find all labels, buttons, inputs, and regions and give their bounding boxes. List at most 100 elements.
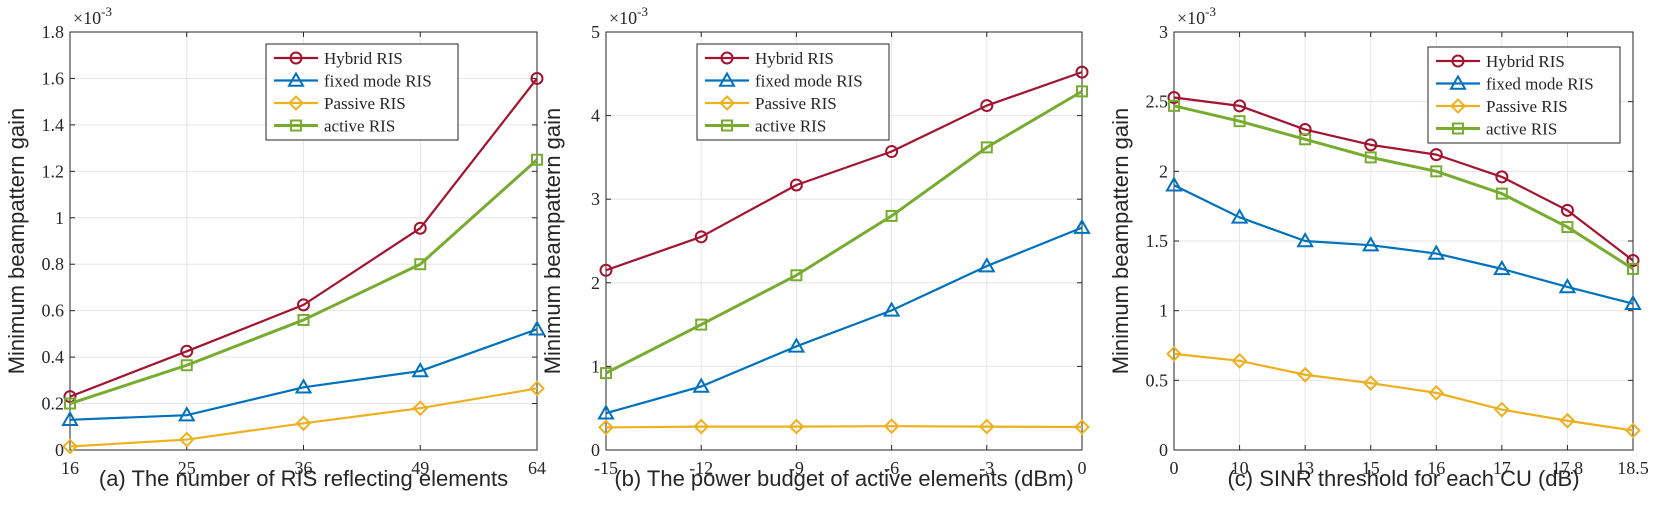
legend-label: Hybrid RIS bbox=[755, 49, 834, 68]
data-point bbox=[978, 257, 996, 273]
data-point bbox=[1361, 236, 1380, 252]
data-point bbox=[1231, 352, 1248, 369]
legend-label: active RIS bbox=[755, 117, 826, 136]
series-hybrid-ris bbox=[63, 71, 544, 404]
y-tick-label: 1.2 bbox=[42, 161, 65, 181]
y-tick-label: 5 bbox=[591, 22, 600, 42]
legend-marker bbox=[1450, 98, 1466, 114]
data-point bbox=[1167, 90, 1181, 104]
data-point bbox=[1627, 262, 1639, 275]
data-point bbox=[599, 263, 613, 277]
x-tick-label: 16 bbox=[1427, 458, 1445, 478]
series-line bbox=[1173, 184, 1634, 305]
data-point bbox=[882, 301, 901, 317]
data-point bbox=[1427, 244, 1446, 260]
data-point bbox=[598, 419, 614, 436]
data-point bbox=[1429, 148, 1443, 162]
series-active-ris bbox=[64, 153, 543, 410]
data-point bbox=[693, 418, 710, 435]
data-point bbox=[297, 298, 310, 312]
data-point bbox=[1299, 133, 1312, 146]
series-line bbox=[605, 425, 1083, 429]
legend-label: fixed mode RIS bbox=[755, 72, 863, 91]
data-point bbox=[64, 397, 76, 410]
data-point bbox=[414, 258, 427, 271]
legend: Hybrid RIS fixed mode RIS Passive RIS activ… bbox=[1427, 46, 1621, 144]
data-point bbox=[1233, 99, 1247, 113]
y-tick-label: 3 bbox=[591, 189, 600, 209]
series-fixed-mode-ris bbox=[597, 218, 1091, 420]
y-tick-label: 2 bbox=[1159, 161, 1168, 181]
y-exponent-label: ×10-3 bbox=[1177, 4, 1216, 28]
series-line bbox=[69, 387, 538, 448]
y-axis-label: Minimum beampattern gain bbox=[1108, 108, 1133, 375]
legend-marker bbox=[1451, 54, 1465, 68]
y-tick-label: 1 bbox=[55, 208, 64, 228]
series-line bbox=[1173, 104, 1634, 271]
y-tick-label: 1.4 bbox=[42, 115, 65, 135]
data-point bbox=[1364, 138, 1378, 152]
y-tick-label: 4 bbox=[591, 106, 600, 126]
x-axis-label: (c) SINR threshold for each CU (dB) bbox=[1227, 466, 1579, 491]
data-point bbox=[1558, 277, 1577, 294]
x-tick-label: 17.8 bbox=[1552, 458, 1584, 478]
legend-label: active RIS bbox=[1486, 120, 1557, 139]
legend-label: active RIS bbox=[324, 117, 395, 136]
legend-marker bbox=[718, 71, 736, 87]
series-fixed-mode-ris bbox=[61, 320, 546, 427]
series-line bbox=[1173, 96, 1634, 262]
data-point bbox=[1362, 375, 1379, 392]
legend-marker bbox=[287, 71, 305, 87]
x-axis-label: (a) The number of RIS reflecting element… bbox=[99, 466, 508, 491]
x-tick-label: 0 bbox=[1078, 458, 1087, 478]
legend-label: fixed mode RIS bbox=[1486, 75, 1594, 94]
series-line bbox=[69, 328, 538, 421]
data-point bbox=[180, 359, 193, 372]
chart-panel-1: 0 0.2 0.4 0.6 0.8 1 1.2 1.4 1.6 1.8 16 25 36 49 64 ×10-… bbox=[4, 4, 546, 491]
y-tick-label: 0.2 bbox=[42, 394, 65, 414]
x-tick-label: 49 bbox=[411, 458, 429, 478]
series-active-ris bbox=[600, 85, 1088, 380]
data-point bbox=[694, 230, 708, 244]
series-line bbox=[69, 77, 538, 398]
series-passive-ris bbox=[62, 380, 545, 455]
data-point bbox=[1166, 345, 1182, 362]
legend: Hybrid RIS fixed mode RIS Passive RIS activ… bbox=[265, 43, 459, 141]
legend-label: Passive RIS bbox=[755, 94, 837, 113]
y-tick-label: 0 bbox=[591, 440, 600, 460]
x-tick-label: 10 bbox=[1231, 458, 1249, 478]
data-point bbox=[297, 313, 310, 326]
legend-marker bbox=[1452, 122, 1464, 135]
y-tick-label: 0.6 bbox=[42, 301, 65, 321]
data-point bbox=[1625, 422, 1641, 439]
series-fixed-mode-ris bbox=[1165, 176, 1642, 310]
data-point bbox=[1495, 187, 1508, 200]
data-point bbox=[411, 362, 429, 378]
y-exponent-label: ×10-3 bbox=[73, 4, 112, 28]
x-tick-label: 18.5 bbox=[1617, 458, 1649, 478]
x-tick-label: -12 bbox=[689, 458, 713, 478]
x-tick-label: 15 bbox=[1362, 458, 1380, 478]
data-point bbox=[790, 269, 803, 282]
series-passive-ris bbox=[1166, 345, 1641, 439]
data-point bbox=[788, 418, 805, 435]
data-point bbox=[1495, 170, 1509, 184]
data-point bbox=[178, 431, 195, 448]
data-point bbox=[980, 141, 993, 154]
legend: Hybrid RIS fixed mode RIS Passive RIS activ… bbox=[696, 43, 890, 141]
y-tick-label: 0.4 bbox=[42, 347, 65, 367]
data-point bbox=[412, 400, 429, 417]
legend-marker bbox=[289, 51, 303, 65]
series-line bbox=[605, 71, 1083, 272]
x-tick-label: 16 bbox=[61, 458, 79, 478]
series-line bbox=[1173, 352, 1634, 432]
chart-panel-2: 0 1 2 3 4 5 -15 -12 -9 -6 -3 0 ×10-3 (b) The power bu… bbox=[540, 4, 1091, 491]
data-point bbox=[1165, 176, 1183, 192]
data-point bbox=[61, 410, 79, 427]
x-tick-label: 0 bbox=[1170, 458, 1179, 478]
data-point bbox=[885, 209, 898, 222]
data-point bbox=[1624, 294, 1642, 310]
data-point bbox=[692, 377, 710, 393]
y-tick-label: 0 bbox=[1159, 440, 1168, 460]
y-tick-label: 1.8 bbox=[42, 22, 65, 42]
